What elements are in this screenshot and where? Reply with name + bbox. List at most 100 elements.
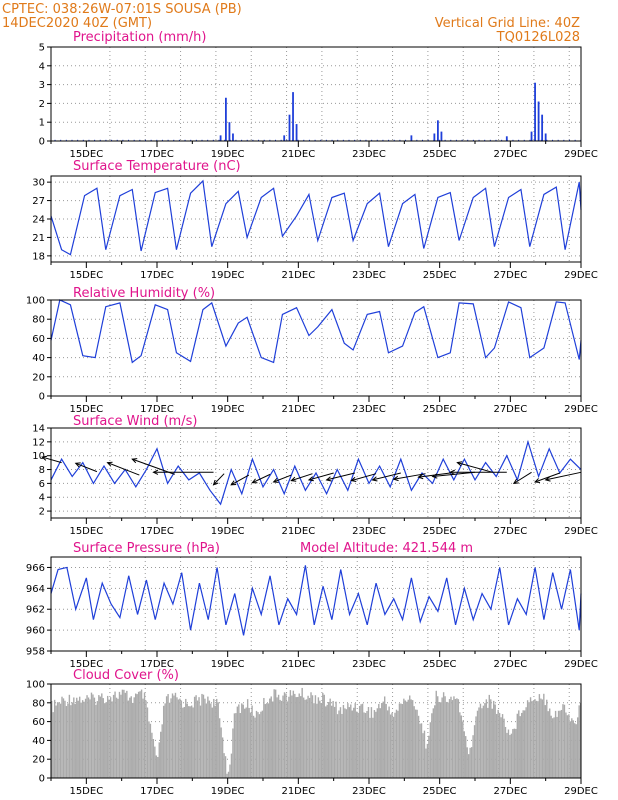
cloud-xtick-label: 23DEC [352,786,386,797]
cloud-area-bar [501,714,504,778]
cloud-area-bar [98,695,100,778]
wind-wind-vector [457,462,493,473]
cloud-area-bar [457,699,460,778]
cloud-area-bar [438,702,440,778]
precipitation-bar-trace [472,139,474,141]
cloud-area-bar [273,689,275,778]
precipitation-bar-trace [337,139,339,141]
cloud-area-bar [571,718,573,778]
cloud-area-bar [257,712,259,778]
precipitation-bar-trace [144,139,146,141]
precipitation-xtick-label: 19DEC [211,149,245,160]
cloud-area-bar [86,695,88,778]
cloud-area-bar [304,699,306,778]
cloud-area-bar [266,703,268,778]
cloud-area-bar [322,692,324,778]
cloud-area-bar [338,710,340,778]
precipitation-bar [225,97,227,141]
cloud-area-bar [447,702,449,778]
precipitation-ytick-label: 3 [39,80,45,91]
cloud-area-bar [534,699,536,778]
cloud-area-bar [96,701,99,778]
cloud-area-bar [264,704,267,778]
precipitation-bar-trace [546,139,548,141]
precipitation-bar-trace [252,139,254,141]
cloud-ytick-label: 80 [32,698,45,709]
cloud-area-bar [295,697,297,778]
cloud-area-bar [347,703,349,778]
temperature-panel: Surface Temperature (nC) 18 21 24 27 30 15DEC 1… [32,159,598,281]
cloud-area-bar [251,705,253,778]
cloud-area-bar [422,733,424,778]
header-model: TQ0126L028 [496,30,580,45]
temperature-xtick-label: 29DEC [564,270,598,281]
precipitation-bar-trace [77,139,79,141]
cloud-area-bar [52,712,54,778]
cloud-area-bar [416,709,418,778]
humidity-title: Relative Humidity (%) [73,286,215,301]
wind-wind-arrowhead [417,473,424,480]
wind-wind-vector [273,474,292,483]
cloud-area-bar [260,711,262,778]
cloud-area-bar [466,747,468,778]
cloud-area-bar [120,694,122,778]
cloud-area-bar [513,728,516,778]
cloud-area-bar [535,700,538,778]
cloud-ytick-label: 0 [39,774,45,785]
wind-xtick-label: 17DEC [140,526,174,537]
cloud-area-bar [442,692,445,778]
cloud-area-bar [336,714,339,778]
cloud-area-bar [439,702,442,778]
cloud-area-bar [114,691,116,778]
cloud-area-bar [62,698,65,778]
precipitation-bar-trace [122,139,124,141]
cloud-area-bar [56,702,59,778]
humidity-ytick-label: 40 [32,353,45,364]
cloud-area-bar [397,710,399,778]
cloud-area-bar [463,731,465,778]
cloud-area-bar [472,735,474,778]
cloud-area-bar [523,710,526,778]
precipitation-bar-trace [438,139,440,141]
cloud-area-bar [512,729,514,778]
precipitation-xtick-label: 25DEC [423,149,457,160]
cloud-area-bar [301,687,303,778]
precipitation-frame [50,46,582,142]
cloud-area-bar [546,699,548,778]
precipitation-xtick-label: 15DEC [69,149,103,160]
cloud-area-bar [423,730,426,778]
cloud-area-bar [537,701,539,778]
precipitation-bar-trace [184,139,186,141]
cloud-area-bar [115,697,118,778]
precipitation-bar-trace [235,139,237,141]
temperature-xtick-label: 15DEC [69,270,103,281]
precipitation-bar-trace [111,139,113,141]
cloud-area-bar [392,716,395,778]
cloud-area-bar [504,726,507,778]
cloud-area-bar [566,715,569,778]
precipitation-bar-trace [195,139,197,141]
humidity-xtick-label: 15DEC [69,404,103,415]
pressure-xtick-label: 21DEC [281,659,315,670]
precipitation-ytick-label: 4 [39,61,45,72]
cloud-area-bar [74,704,76,778]
wind-wind-vector [291,473,313,482]
pressure-xtick-label: 27DEC [493,659,527,670]
cloud-area-bar [375,711,377,778]
cloud-area-bar [367,707,370,778]
cloud-area-bar [456,698,458,778]
cloud-area-bar [170,698,172,778]
cloud-area-bar [386,710,389,778]
cloud-ytick-label: 100 [26,680,45,691]
wind-wind-arrowhead [251,478,258,484]
temperature-xtick-label: 17DEC [140,270,174,281]
precipitation-bar-trace [291,139,293,141]
cloud-area-bar [210,703,212,778]
pressure-ytick-label: 966 [26,563,45,574]
temperature-xtick-label: 19DEC [211,270,245,281]
cloud-area-bar [308,697,311,778]
precipitation-bar-trace [133,139,135,141]
precipitation-bar-trace [94,139,96,141]
pressure-xtick-label: 23DEC [352,659,386,670]
temperature-series-line [50,179,582,256]
